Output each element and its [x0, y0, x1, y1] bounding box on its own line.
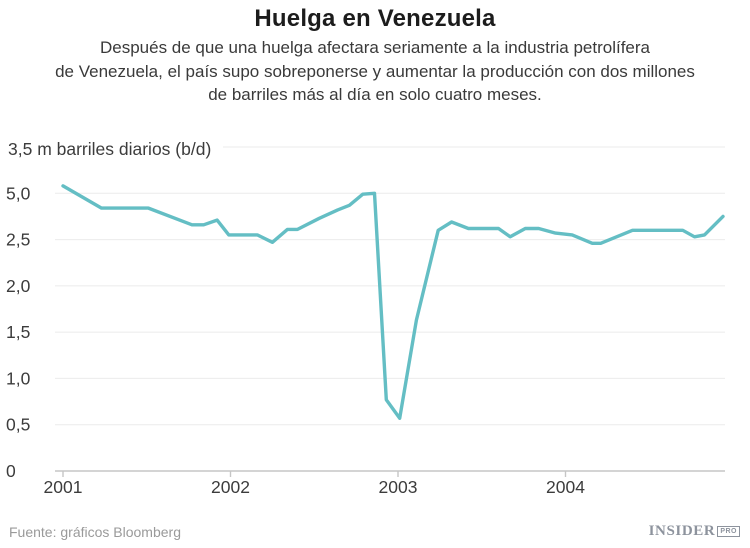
subtitle-line-3: de barriles más al día en solo cuatro me…	[208, 85, 542, 104]
chart-title: Huelga en Venezuela	[254, 5, 496, 32]
chart-subtitle: Después de que una huelga afectara seria…	[0, 36, 750, 107]
x-axis-tick-label: 2002	[211, 477, 250, 497]
chart-footer: Fuente: gráficos Bloomberg INSIDER PRO	[0, 523, 750, 540]
y-axis-tick-label: 1,0	[6, 368, 31, 388]
x-axis-tick-label: 2003	[379, 477, 418, 497]
production-line	[61, 184, 725, 420]
y-axis-unit-label: 3,5 m barriles diarios (b/d)	[8, 137, 224, 162]
y-axis-tick-label: 0	[6, 461, 16, 481]
y-axis-tick-label: 0,5	[6, 415, 30, 435]
subtitle-line-1: Después de que una huelga afectara seria…	[99, 38, 651, 57]
y-axis-tick-label: 5,0	[6, 183, 31, 203]
subtitle-line-2: de Venezuela, el país supo sobreponerse …	[55, 61, 695, 81]
x-axis-tick-label: 2001	[44, 477, 83, 497]
insider-pro-logo: INSIDER PRO	[649, 523, 740, 540]
x-axis-tick-label: 2004	[546, 477, 585, 497]
chart-header: Huelga en Venezuela Después de que una h…	[0, 0, 750, 107]
chart-canvas: 5,0 2,5 2,0 1,5 1,0 0,5 0 2001 2002 2003 2004	[6, 146, 725, 497]
brand-pro-badge: PRO	[717, 526, 740, 537]
y-axis-tick-label: 1,5	[6, 322, 30, 342]
y-axis-tick-label: 2,5	[6, 230, 30, 250]
y-axis-tick-label: 2,0	[6, 276, 31, 296]
brand-name: INSIDER	[648, 523, 716, 539]
source-credit: Fuente: gráficos Bloomberg	[9, 523, 181, 540]
